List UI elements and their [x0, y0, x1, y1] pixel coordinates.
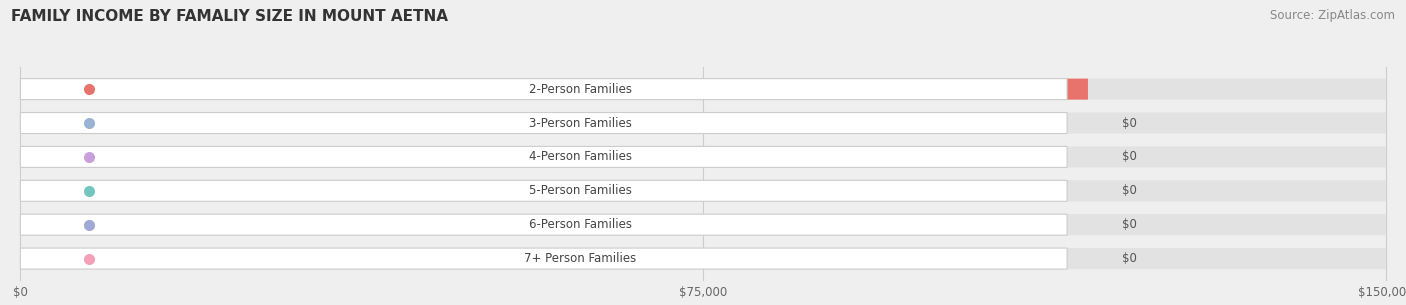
Text: 6-Person Families: 6-Person Families	[529, 218, 631, 231]
FancyBboxPatch shape	[20, 248, 1067, 269]
FancyBboxPatch shape	[20, 79, 1386, 100]
Text: 7+ Person Families: 7+ Person Families	[524, 252, 637, 265]
Text: 4-Person Families: 4-Person Families	[529, 150, 631, 163]
FancyBboxPatch shape	[20, 180, 1067, 201]
FancyBboxPatch shape	[20, 79, 1088, 100]
Text: 5-Person Families: 5-Person Families	[529, 184, 631, 197]
FancyBboxPatch shape	[20, 146, 1386, 167]
FancyBboxPatch shape	[20, 79, 1067, 100]
FancyBboxPatch shape	[20, 180, 1386, 201]
Text: $0: $0	[1122, 150, 1136, 163]
Text: 2-Person Families: 2-Person Families	[529, 83, 631, 96]
FancyBboxPatch shape	[20, 214, 1386, 235]
Text: 3-Person Families: 3-Person Families	[529, 117, 631, 130]
FancyBboxPatch shape	[20, 214, 1067, 235]
Text: $0: $0	[1122, 252, 1136, 265]
Text: Source: ZipAtlas.com: Source: ZipAtlas.com	[1270, 9, 1395, 22]
Text: $0: $0	[1122, 218, 1136, 231]
Text: $0: $0	[1122, 184, 1136, 197]
FancyBboxPatch shape	[20, 113, 1386, 134]
FancyBboxPatch shape	[20, 113, 1067, 134]
Text: FAMILY INCOME BY FAMALIY SIZE IN MOUNT AETNA: FAMILY INCOME BY FAMALIY SIZE IN MOUNT A…	[11, 9, 449, 24]
Text: $117,292: $117,292	[990, 83, 1052, 96]
FancyBboxPatch shape	[20, 146, 1067, 167]
FancyBboxPatch shape	[20, 248, 1386, 269]
Text: $0: $0	[1122, 117, 1136, 130]
